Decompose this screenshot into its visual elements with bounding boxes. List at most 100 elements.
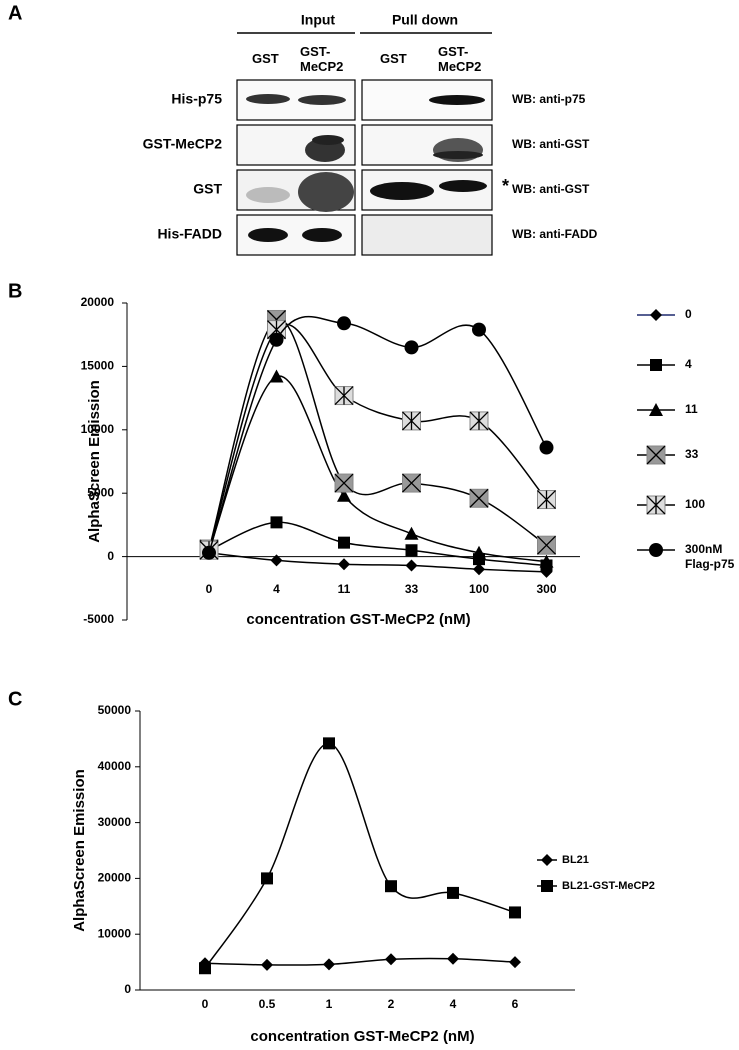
y-tick-label: 30000	[98, 815, 132, 829]
marker-shape	[405, 559, 418, 572]
x-tick-label: 4	[273, 582, 280, 596]
marker-shape	[338, 558, 350, 571]
marker	[334, 386, 354, 406]
marker-shape	[472, 545, 486, 559]
marker	[404, 526, 419, 540]
y-axis-title: AlphaScreen Emission	[86, 380, 103, 543]
panel-label: B	[8, 280, 22, 302]
y-tick-label: -5000	[83, 612, 114, 626]
y-tick-label: 20000	[98, 871, 132, 885]
x-tick-label: 100	[469, 582, 489, 596]
marker-shape	[646, 495, 666, 515]
wb-label: WB: anti-GST	[512, 137, 590, 151]
marker-shape	[261, 872, 273, 885]
x-tick-label: 0	[206, 582, 213, 596]
y-tick-label: 5000	[87, 485, 114, 499]
marker-shape	[404, 340, 419, 355]
x-axis-title: concentration GST-MeCP2 (nM)	[250, 1028, 474, 1045]
wb-label: WB: anti-p75	[512, 92, 586, 106]
marker-shape	[646, 445, 666, 465]
marker-shape	[270, 554, 283, 567]
marker-shape	[541, 880, 553, 892]
marker	[473, 563, 485, 576]
marker	[541, 854, 553, 866]
marker	[269, 332, 284, 347]
marker	[509, 906, 521, 919]
marker	[469, 488, 489, 508]
marker	[646, 495, 666, 515]
marker: *	[502, 176, 509, 196]
row-label: His-FADD	[157, 226, 222, 242]
marker-shape	[334, 473, 354, 493]
marker	[447, 886, 459, 899]
marker-shape	[402, 473, 421, 493]
marker-shape	[385, 880, 397, 893]
marker-shape	[509, 906, 521, 919]
header: Input	[301, 12, 336, 28]
y-axis-title: AlphaScreen Emission	[71, 769, 88, 932]
marker-shape	[537, 535, 556, 555]
marker	[337, 488, 351, 502]
x-axis-title: concentration GST-MeCP2 (nM)	[246, 611, 470, 628]
panel-label: C	[8, 688, 22, 710]
y-tick-label: 50000	[98, 703, 132, 717]
marker	[385, 880, 397, 893]
marker-shape	[447, 886, 459, 899]
wb-label: WB: anti-GST	[512, 182, 590, 196]
marker-shape	[539, 440, 554, 455]
marker-shape	[261, 958, 273, 971]
marker	[646, 445, 666, 465]
marker-shape	[447, 952, 459, 965]
marker-shape	[650, 309, 662, 321]
marker	[261, 872, 273, 885]
wb-label: WB: anti-FADD	[512, 227, 598, 241]
x-tick-label: 33	[405, 582, 419, 596]
marker-shape	[405, 544, 418, 557]
marker-shape	[385, 953, 397, 966]
marker-shape	[338, 536, 350, 549]
x-tick-label: 0	[202, 997, 209, 1011]
column-label: GST	[252, 51, 279, 66]
column-label: GST-MeCP2	[438, 44, 482, 74]
legend-label: 33	[685, 447, 699, 461]
marker-shape	[649, 543, 663, 557]
marker	[404, 340, 419, 355]
series-line	[208, 315, 548, 554]
y-tick-label: 15000	[81, 359, 115, 373]
marker	[402, 473, 421, 493]
marker	[323, 958, 335, 971]
marker	[402, 411, 421, 431]
marker-shape	[270, 516, 283, 529]
y-tick-label: 0	[124, 982, 131, 996]
series-line	[204, 742, 516, 969]
marker	[539, 554, 554, 568]
marker	[472, 322, 486, 337]
legend-label: 11	[685, 402, 698, 416]
marker	[649, 403, 663, 416]
marker-shape	[469, 488, 489, 508]
marker-shape	[649, 403, 663, 416]
marker-shape	[269, 369, 284, 383]
marker	[649, 543, 663, 557]
x-tick-label: 6	[512, 997, 519, 1011]
marker-shape	[539, 554, 554, 568]
x-tick-label: 2	[388, 997, 395, 1011]
header: Pull down	[392, 12, 458, 28]
marker-shape	[650, 359, 662, 371]
x-tick-label: 0.5	[259, 997, 276, 1011]
legend-label: BL21	[562, 854, 589, 866]
marker-shape	[472, 322, 486, 337]
marker	[509, 956, 521, 969]
marker	[323, 737, 335, 750]
marker-shape	[509, 956, 521, 969]
marker-shape	[337, 488, 351, 502]
marker-shape	[202, 545, 216, 560]
marker	[269, 369, 284, 383]
marker	[270, 516, 283, 529]
x-tick-label: 1	[326, 997, 333, 1011]
marker-shape	[541, 854, 553, 866]
marker	[537, 490, 556, 510]
marker-shape	[269, 332, 284, 347]
column-label: GST-MeCP2	[300, 44, 344, 74]
